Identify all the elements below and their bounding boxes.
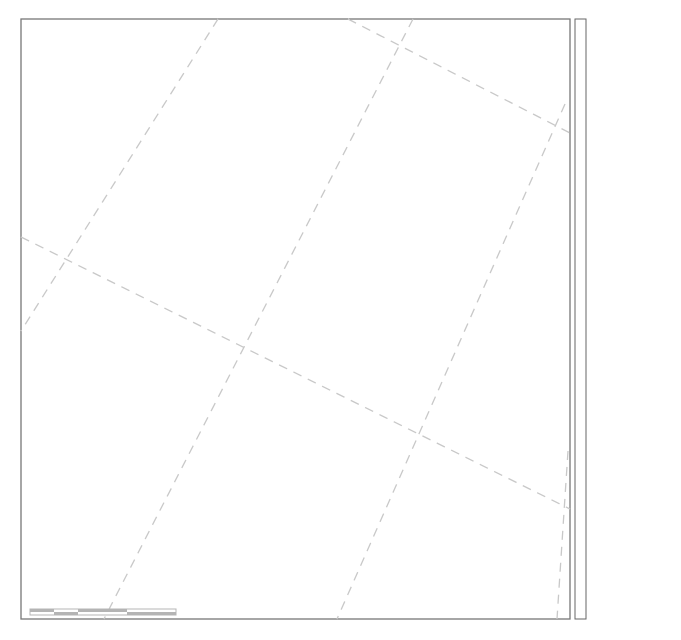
scale-bar-block [127,612,176,615]
scale-bar [29,608,177,616]
parallel-82n [20,236,571,510]
scale-bar-block [78,609,127,612]
meridian-32e [103,18,414,620]
map-frame [20,18,571,620]
legend-colorbar-frame [574,18,587,620]
meridian-36e [336,103,566,620]
graticule [20,18,571,620]
scale-bar-block [30,609,54,612]
meridian-40e [556,450,569,620]
date-legend [574,18,587,620]
meridian-28e [20,18,219,332]
scale-bar-block [54,612,78,615]
